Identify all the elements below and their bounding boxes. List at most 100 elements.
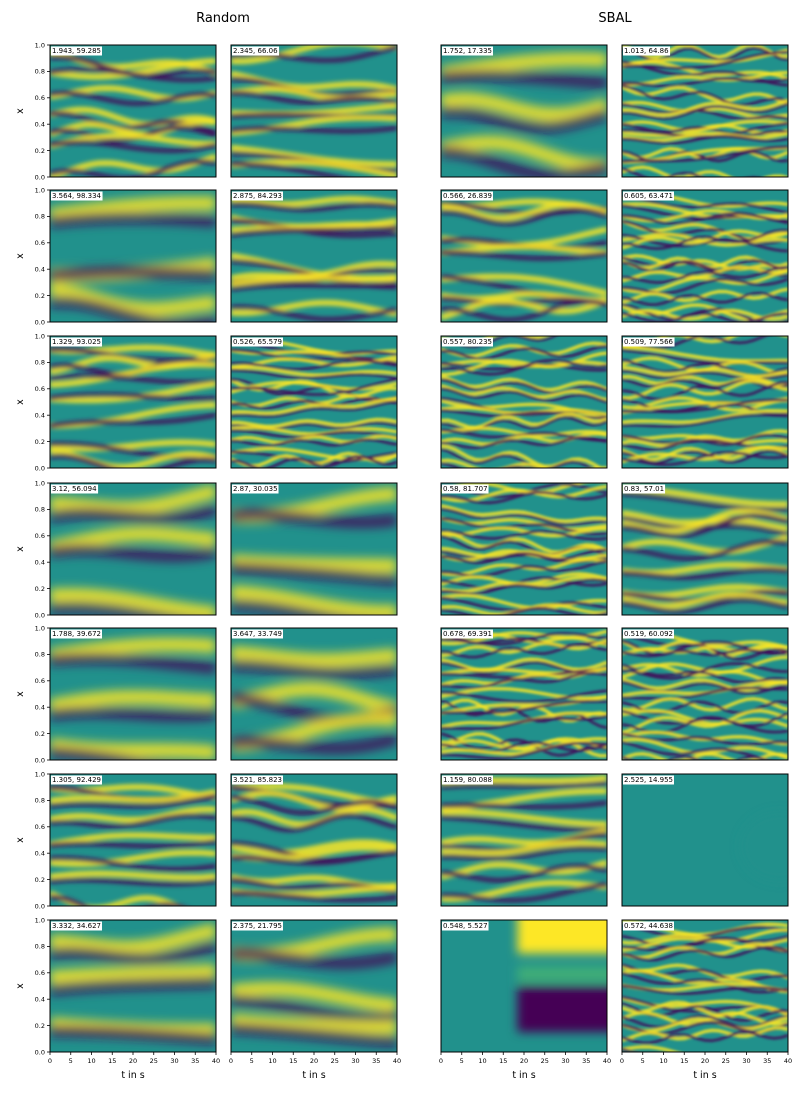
- panel-r5-c1-param-label: 1.788, 39.672: [52, 630, 101, 638]
- ytick-label: 1.0: [35, 916, 45, 924]
- panel-r1-c1-field: [50, 45, 216, 177]
- ylabel: x: [15, 108, 26, 114]
- ylabel: x: [15, 691, 26, 697]
- ytick-label: 0.6: [35, 385, 45, 393]
- panel-r6-c4-param-label-box: [623, 775, 674, 785]
- xtick-label: 40: [212, 1057, 220, 1065]
- xtick-label: 25: [150, 1057, 158, 1065]
- panel-r2-c1-param-label: 3.564, 98.334: [52, 192, 102, 200]
- panel-r6-c3-field: [441, 774, 607, 906]
- ytick-label: 1.0: [35, 332, 45, 340]
- xtick-label: 25: [541, 1057, 549, 1065]
- panel-r1-c2-param-label: 2.345, 66.06: [233, 47, 278, 55]
- xtick-label: 0: [439, 1057, 443, 1065]
- panel-r1-c4-param-label: 1.013, 64.86: [624, 47, 669, 55]
- ytick-label: 1.0: [35, 770, 45, 778]
- xtick-label: 10: [478, 1057, 486, 1065]
- panel-r4-c1-frame: [49, 482, 217, 616]
- ytick-label: 0.4: [35, 996, 45, 1004]
- panel-r6-c1-param-label: 1.305, 92.429: [52, 776, 101, 784]
- ytick-label: 0.8: [35, 651, 45, 659]
- panel-r6-c4-frame: [621, 773, 789, 907]
- ylabel: x: [15, 546, 26, 552]
- xlabel: t in s: [693, 1070, 716, 1081]
- panel-r4-c2-param-label: 2.87, 30.035: [233, 485, 278, 493]
- ytick-label: 0.8: [35, 943, 45, 951]
- ytick-label: 0.0: [35, 756, 45, 764]
- xtick-label: 5: [641, 1057, 645, 1065]
- panel-r4-c2-field: [231, 483, 397, 615]
- panel-r6-c3-frame: [440, 773, 608, 907]
- xtick-label: 20: [701, 1057, 709, 1065]
- panel-r7-c1-param-label: 3.332, 34.627: [52, 922, 101, 930]
- ytick-label: 0.4: [35, 850, 45, 858]
- panel-r6-c2-frame: [230, 773, 398, 907]
- panel-r6-c3-param-label-box: [442, 775, 493, 785]
- panel-r3-c4-param-label: 0.509, 77.566: [624, 338, 674, 346]
- panel-r2-c4-param-label: 0.605, 63.471: [624, 192, 673, 200]
- ytick-label: 1.0: [35, 186, 45, 194]
- xtick-label: 20: [310, 1057, 318, 1065]
- panel-r1-c4-param-label-box: [623, 46, 671, 56]
- panel-r5-c2-param-label: 3.647, 33.749: [233, 630, 282, 638]
- ytick-label: 0.2: [35, 438, 45, 446]
- panel-r7-c1-field: [50, 920, 216, 1052]
- xtick-label: 35: [372, 1057, 380, 1065]
- panel-r1-c2-frame: [230, 44, 398, 178]
- panel-r7-c3-param-label: 0.548, 5.527: [443, 922, 488, 930]
- panel-r7-c2-field: [231, 920, 397, 1052]
- ytick-label: 0.6: [35, 94, 45, 102]
- panel-r3-c1-frame: [49, 335, 217, 469]
- panel-r5-c3-field: [441, 628, 607, 760]
- panel-r2-c2-background: [231, 190, 397, 322]
- xtick-label: 10: [87, 1057, 95, 1065]
- panel-r3-c3-frame: [440, 335, 608, 469]
- xtick-label: 15: [499, 1057, 507, 1065]
- panel-r5-c3-param-label: 0.678, 69.391: [443, 630, 492, 638]
- panel-r2-c2-field: [231, 190, 397, 322]
- ytick-label: 0.6: [35, 532, 45, 540]
- panel-r2-c1-field: [50, 190, 216, 322]
- panel-r1-c1-frame: [49, 44, 217, 178]
- panel-r5-c4-param-label-box: [623, 629, 674, 639]
- panel-r4-c4-param-label: 0.83, 57.01: [624, 485, 664, 493]
- xtick-label: 10: [659, 1057, 667, 1065]
- panel-r6-c3-param-label: 1.159, 80.088: [443, 776, 492, 784]
- panel-r4-c1-param-label-box: [51, 484, 99, 494]
- panel-r1-c3-field: [441, 45, 607, 177]
- xtick-label: 30: [742, 1057, 750, 1065]
- ytick-label: 1.0: [35, 479, 45, 487]
- xtick-label: 30: [351, 1057, 359, 1065]
- xtick-label: 5: [69, 1057, 73, 1065]
- xtick-label: 35: [582, 1057, 590, 1065]
- panel-r5-c2-param-label-box: [232, 629, 283, 639]
- panel-r5-c4-param-label: 0.519, 60.092: [624, 630, 673, 638]
- panel-r1-c2-param-label-box: [232, 46, 280, 56]
- panel-r4-c4-field: [622, 483, 788, 615]
- xtick-label: 5: [460, 1057, 464, 1065]
- column-title-sbal: SBAL: [598, 11, 632, 26]
- panel-r2-c2-param-label-box: [232, 191, 283, 201]
- panel-r2-c3-field: [441, 190, 607, 322]
- ytick-label: 0.4: [35, 412, 45, 420]
- panel-r6-c1-frame: [49, 773, 217, 907]
- ylabel: x: [15, 837, 26, 843]
- xtick-label: 0: [48, 1057, 52, 1065]
- ytick-label: 0.0: [35, 902, 45, 910]
- ytick-label: 0.4: [35, 704, 45, 712]
- xtick-label: 15: [108, 1057, 116, 1065]
- panel-r2-c3-param-label-box: [442, 191, 493, 201]
- xtick-label: 10: [268, 1057, 276, 1065]
- panel-r7-c2-param-label-box: [232, 921, 283, 931]
- panel-r1-c1-param-label: 1.943, 59.285: [52, 47, 101, 55]
- panel-r3-c1-param-label-box: [51, 337, 102, 347]
- panel-r6-c1-field: [50, 774, 216, 906]
- panel-r4-c3-field: [441, 483, 607, 615]
- xlabel: t in s: [302, 1070, 325, 1081]
- panel-r6-c2-field: [231, 774, 397, 906]
- panel-r1-c3-param-label: 1.752, 17.335: [443, 47, 492, 55]
- panel-r7-c4-field: [622, 920, 788, 1052]
- ytick-label: 0.8: [35, 68, 45, 76]
- xtick-label: 20: [129, 1057, 137, 1065]
- xtick-label: 30: [561, 1057, 569, 1065]
